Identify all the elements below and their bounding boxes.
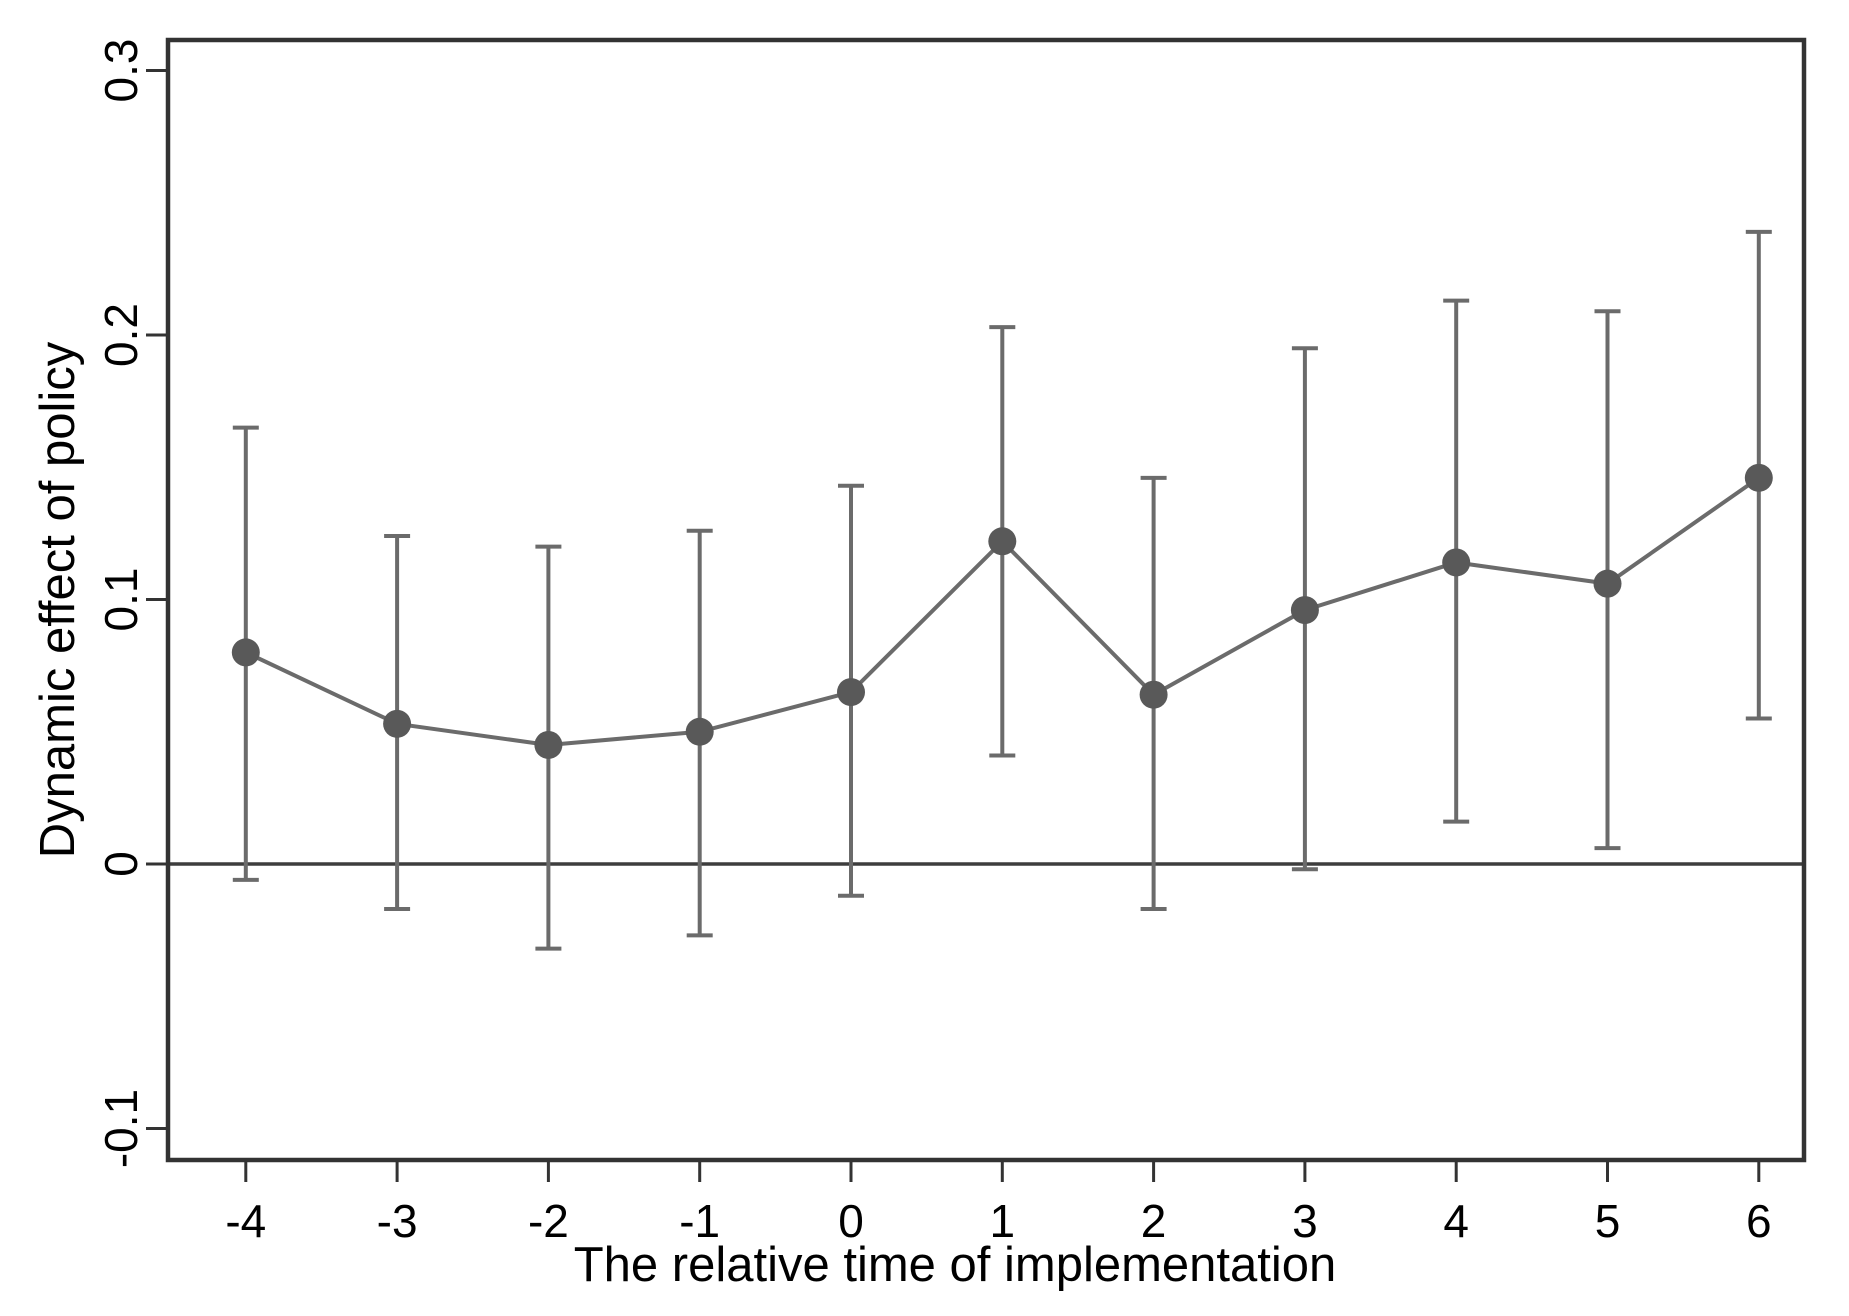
data-point-marker xyxy=(1290,596,1319,625)
y-tick-label: 0.3 xyxy=(95,39,147,103)
data-point-marker xyxy=(1593,569,1622,598)
y-tick-label: -0.1 xyxy=(95,1089,147,1168)
x-tick-label: 3 xyxy=(1292,1195,1318,1247)
data-point-marker xyxy=(1442,548,1471,577)
x-tick-label: -4 xyxy=(225,1195,266,1247)
x-tick-label: -3 xyxy=(377,1195,418,1247)
x-tick-label: 2 xyxy=(1141,1195,1167,1247)
y-tick-label: 0.2 xyxy=(95,303,147,367)
data-point-marker xyxy=(1139,680,1168,709)
x-tick-label: 6 xyxy=(1746,1195,1772,1247)
data-point-marker xyxy=(988,527,1017,556)
x-tick-label: -2 xyxy=(528,1195,569,1247)
x-tick-label: 5 xyxy=(1595,1195,1621,1247)
x-axis-title: The relative time of implementation xyxy=(574,1238,1337,1292)
y-tick-label: 0.1 xyxy=(95,568,147,632)
y-tick-label: 0 xyxy=(95,851,147,877)
data-point-marker xyxy=(837,678,865,707)
data-point-marker xyxy=(534,730,563,759)
data-point-marker xyxy=(383,709,412,738)
data-point-marker xyxy=(231,638,260,667)
x-tick-label: 4 xyxy=(1443,1195,1469,1247)
y-axis-title: Dynamic effect of policy xyxy=(31,341,85,858)
data-point-marker xyxy=(1744,463,1773,492)
plot-frame xyxy=(165,37,1807,1163)
x-tick-label: -1 xyxy=(679,1195,720,1247)
x-tick-label: 0 xyxy=(838,1195,864,1247)
x-tick-label: 1 xyxy=(990,1195,1016,1247)
plot-layer: 0.3 0.2 0.1 0 -0.1 -4 -3 -2 -1 0 1 2 3 4 5 6 xyxy=(95,39,1802,1247)
data-point-marker xyxy=(685,717,714,746)
